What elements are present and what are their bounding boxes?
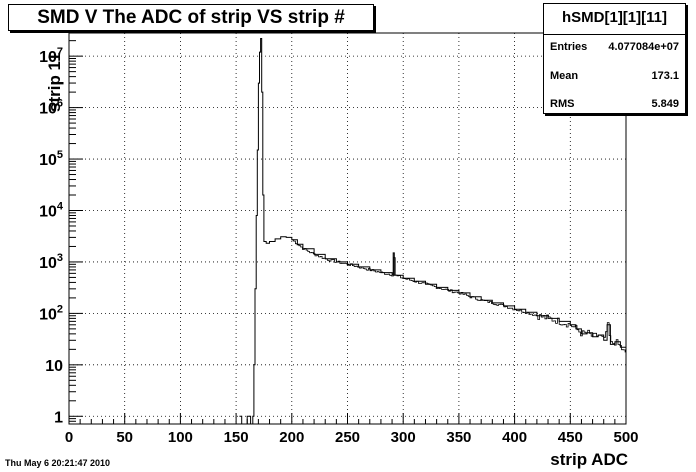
chart-title-box: SMD V The ADC of strip VS strip # bbox=[8, 4, 374, 31]
chart-title: SMD V The ADC of strip VS strip # bbox=[37, 7, 345, 28]
x-tick-label: 450 bbox=[558, 429, 583, 446]
x-tick-label: 150 bbox=[224, 429, 249, 446]
stats-row-entries: Entries 4.077084e+07 bbox=[550, 41, 679, 59]
axis-ticks bbox=[68, 40, 627, 424]
y-tick-label: 107 bbox=[39, 46, 63, 66]
stats-title: hSMD[1][1][11] bbox=[544, 4, 685, 35]
y-tick-label: 106 bbox=[39, 98, 63, 118]
grid-lines bbox=[69, 33, 626, 424]
y-tick-label: 104 bbox=[39, 200, 64, 220]
x-axis-label: strip ADC bbox=[550, 450, 628, 469]
stats-mean-label: Mean bbox=[550, 70, 579, 82]
y-tick-label: 102 bbox=[39, 303, 63, 323]
stats-mean-value: 173.1 bbox=[651, 70, 679, 82]
y-tick-label: 1 bbox=[54, 409, 63, 426]
stats-entries-value: 4.077084e+07 bbox=[608, 41, 679, 53]
x-tick-label: 300 bbox=[391, 429, 416, 446]
histogram-line bbox=[239, 38, 627, 425]
timestamp: Thu May 6 20:21:47 2010 bbox=[5, 458, 111, 468]
x-tick-label: 400 bbox=[502, 429, 527, 446]
x-tick-label: 250 bbox=[335, 429, 360, 446]
x-tick-label: 350 bbox=[446, 429, 471, 446]
stats-row-mean: Mean 173.1 bbox=[550, 70, 679, 88]
y-tick-label: 105 bbox=[39, 149, 63, 169]
stats-entries-label: Entries bbox=[550, 41, 588, 53]
stats-rms-value: 5.849 bbox=[651, 98, 679, 110]
x-tick-label: 0 bbox=[65, 429, 73, 446]
stats-row-rms: RMS 5.849 bbox=[550, 98, 679, 116]
x-tick-label: 500 bbox=[613, 429, 638, 446]
x-tick-label: 200 bbox=[279, 429, 304, 446]
stats-rms-label: RMS bbox=[550, 98, 575, 110]
stats-box: hSMD[1][1][11] Entries 4.077084e+07 Mean… bbox=[543, 3, 686, 114]
histogram-tail-fluctuation bbox=[291, 239, 626, 353]
y-tick-label: 103 bbox=[39, 252, 63, 272]
y-tick-label: 10 bbox=[45, 358, 63, 375]
y-axis-label: strip 11 bbox=[45, 52, 64, 112]
x-tick-label: 100 bbox=[168, 429, 193, 446]
histogram-series bbox=[239, 38, 627, 425]
x-tick-label: 50 bbox=[116, 429, 133, 446]
tick-labels: 0 50 100 150 200 250 300 350 400 450 500 1 10 102 103 1… bbox=[39, 46, 638, 446]
